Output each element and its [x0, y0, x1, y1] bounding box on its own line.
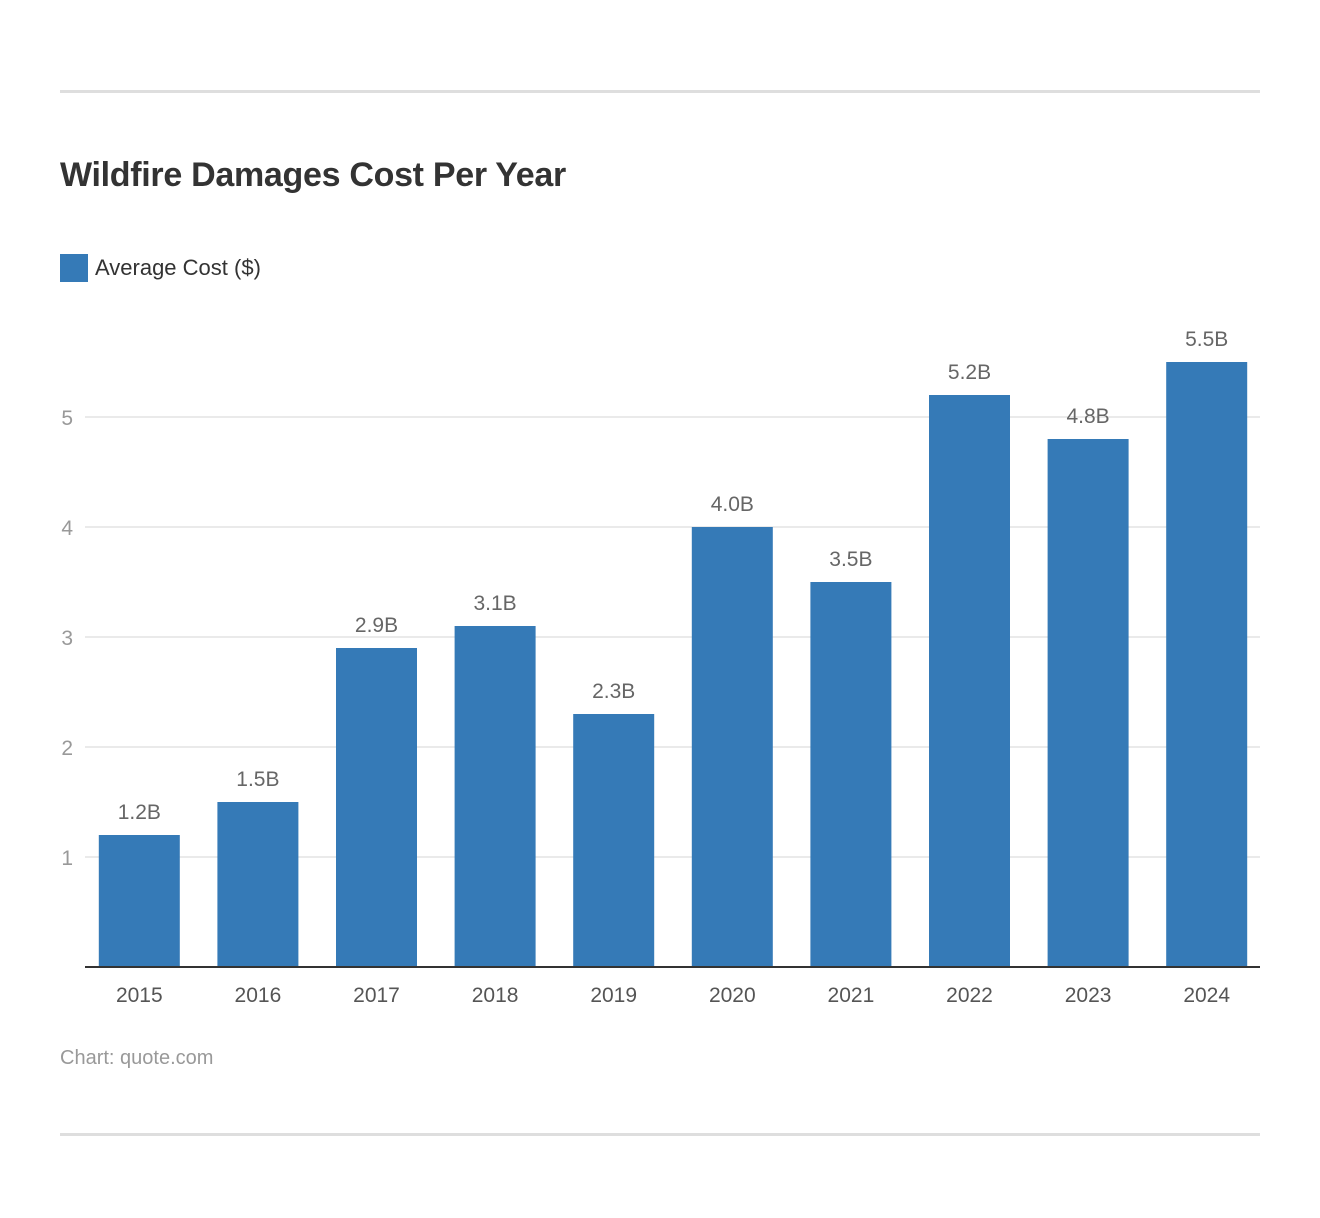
- x-tick-label: 2023: [1065, 984, 1112, 1007]
- data-label: 3.1B: [473, 592, 516, 615]
- bar-2019: [573, 714, 655, 967]
- bar-2023: [1047, 439, 1129, 967]
- bar-2018: [454, 626, 536, 967]
- bar-2015: [98, 835, 180, 967]
- legend-swatch: [60, 254, 88, 282]
- y-tick-label: 3: [61, 627, 73, 650]
- x-tick-label: 2022: [946, 984, 993, 1007]
- x-tick-label: 2015: [116, 984, 163, 1007]
- x-tick-label: 2024: [1183, 984, 1230, 1007]
- x-tick-label: 2021: [828, 984, 875, 1007]
- data-label: 5.5B: [1185, 328, 1228, 351]
- legend: Average Cost ($): [60, 254, 261, 282]
- legend-label: Average Cost ($): [95, 255, 261, 280]
- data-label: 4.0B: [711, 493, 754, 516]
- x-tick-label: 2017: [353, 984, 400, 1007]
- y-tick-label: 5: [61, 407, 73, 430]
- chart-title: Wildfire Damages Cost Per Year: [60, 156, 566, 194]
- y-tick-label: 2: [61, 737, 73, 760]
- x-tick-label: 2016: [235, 984, 282, 1007]
- top-divider: [60, 90, 1260, 93]
- data-label: 2.3B: [592, 680, 635, 703]
- y-tick-label: 1: [61, 847, 73, 870]
- chart-source: Chart: quote.com: [60, 1047, 214, 1069]
- bar-2021: [810, 582, 892, 967]
- bar-2020: [691, 527, 773, 967]
- data-label: 5.2B: [948, 361, 991, 384]
- x-tick-label: 2019: [590, 984, 637, 1007]
- bar-2017: [336, 648, 417, 967]
- bar-2024: [1166, 362, 1248, 967]
- bottom-divider: [60, 1133, 1260, 1136]
- data-label: 2.9B: [355, 614, 398, 637]
- y-tick-label: 4: [61, 517, 73, 540]
- data-label: 4.8B: [1066, 405, 1109, 428]
- x-tick-label: 2020: [709, 984, 756, 1007]
- bar-2022: [929, 395, 1010, 967]
- bar-2016: [217, 802, 299, 967]
- data-label: 1.5B: [236, 768, 279, 791]
- data-label: 3.5B: [829, 548, 872, 571]
- x-tick-label: 2018: [472, 984, 519, 1007]
- data-label: 1.2B: [118, 801, 161, 824]
